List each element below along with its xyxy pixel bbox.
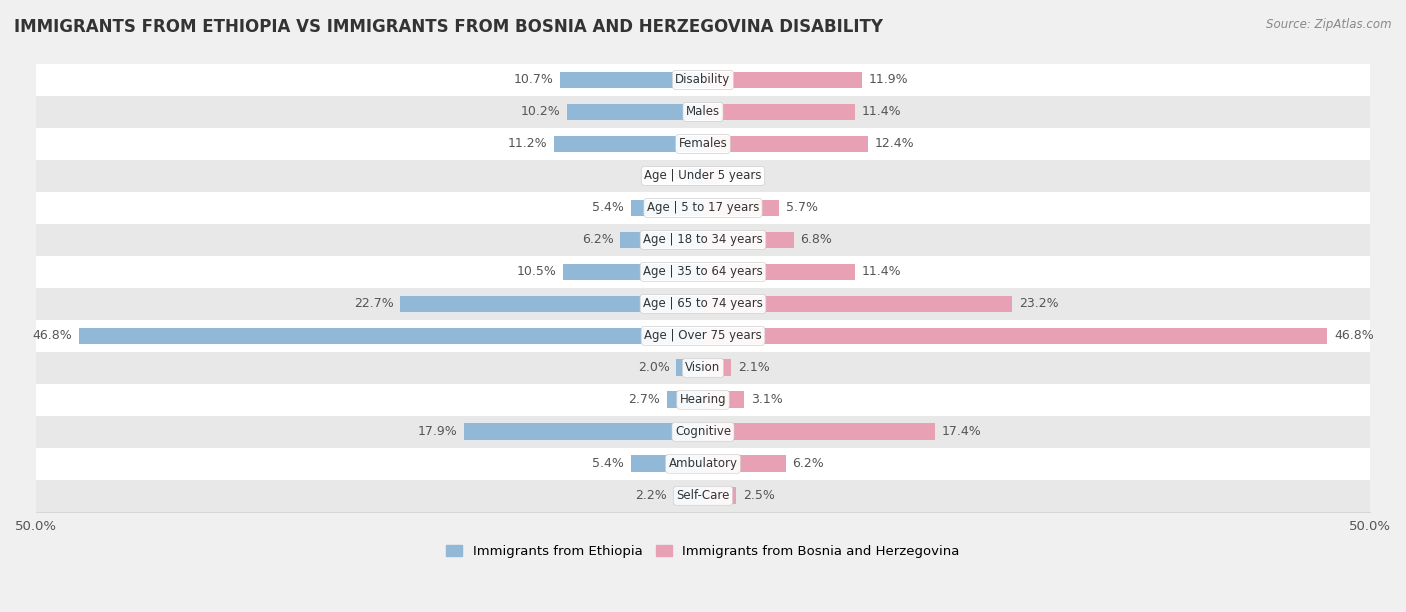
- Bar: [37, 480, 1369, 512]
- Bar: [631, 455, 703, 472]
- Bar: [37, 224, 1369, 256]
- Text: 22.7%: 22.7%: [354, 297, 394, 310]
- Text: 46.8%: 46.8%: [1334, 329, 1374, 342]
- Text: Disability: Disability: [675, 73, 731, 86]
- Bar: [703, 264, 855, 280]
- Text: 10.5%: 10.5%: [516, 266, 557, 278]
- Text: IMMIGRANTS FROM ETHIOPIA VS IMMIGRANTS FROM BOSNIA AND HERZEGOVINA DISABILITY: IMMIGRANTS FROM ETHIOPIA VS IMMIGRANTS F…: [14, 18, 883, 36]
- Bar: [560, 72, 703, 88]
- Text: 11.9%: 11.9%: [869, 73, 908, 86]
- Bar: [676, 359, 703, 376]
- Text: 2.2%: 2.2%: [636, 489, 666, 502]
- Bar: [37, 128, 1369, 160]
- Text: 6.2%: 6.2%: [793, 457, 824, 470]
- Bar: [703, 455, 786, 472]
- Bar: [37, 352, 1369, 384]
- Text: 2.1%: 2.1%: [738, 361, 769, 375]
- Bar: [567, 103, 703, 120]
- Bar: [37, 416, 1369, 448]
- Bar: [37, 64, 1369, 96]
- Bar: [689, 168, 703, 184]
- Bar: [703, 168, 720, 184]
- Bar: [703, 327, 1327, 344]
- Bar: [673, 487, 703, 504]
- Bar: [703, 136, 869, 152]
- Bar: [464, 424, 703, 440]
- Text: 11.4%: 11.4%: [862, 105, 901, 119]
- Text: Females: Females: [679, 138, 727, 151]
- Bar: [703, 359, 731, 376]
- Text: Males: Males: [686, 105, 720, 119]
- Text: 1.3%: 1.3%: [727, 170, 759, 182]
- Text: 5.7%: 5.7%: [786, 201, 818, 214]
- Bar: [37, 384, 1369, 416]
- Bar: [666, 392, 703, 408]
- Text: 2.5%: 2.5%: [742, 489, 775, 502]
- Text: 1.1%: 1.1%: [650, 170, 682, 182]
- Text: 5.4%: 5.4%: [592, 201, 624, 214]
- Bar: [37, 288, 1369, 320]
- Bar: [37, 448, 1369, 480]
- Text: 5.4%: 5.4%: [592, 457, 624, 470]
- Bar: [703, 296, 1012, 312]
- Text: Age | Under 5 years: Age | Under 5 years: [644, 170, 762, 182]
- Text: 6.2%: 6.2%: [582, 233, 613, 247]
- Text: Age | 65 to 74 years: Age | 65 to 74 years: [643, 297, 763, 310]
- Bar: [620, 231, 703, 248]
- Text: Age | 35 to 64 years: Age | 35 to 64 years: [643, 266, 763, 278]
- Text: Source: ZipAtlas.com: Source: ZipAtlas.com: [1267, 18, 1392, 31]
- Bar: [562, 264, 703, 280]
- Bar: [401, 296, 703, 312]
- Text: 10.2%: 10.2%: [520, 105, 560, 119]
- Text: Vision: Vision: [685, 361, 721, 375]
- Text: 46.8%: 46.8%: [32, 329, 72, 342]
- Bar: [703, 200, 779, 216]
- Bar: [37, 320, 1369, 352]
- Text: 12.4%: 12.4%: [875, 138, 915, 151]
- Bar: [703, 424, 935, 440]
- Bar: [703, 103, 855, 120]
- Text: Cognitive: Cognitive: [675, 425, 731, 438]
- Text: Self-Care: Self-Care: [676, 489, 730, 502]
- Text: 17.9%: 17.9%: [418, 425, 457, 438]
- Text: 10.7%: 10.7%: [513, 73, 554, 86]
- Bar: [37, 256, 1369, 288]
- Bar: [37, 96, 1369, 128]
- Text: Age | Over 75 years: Age | Over 75 years: [644, 329, 762, 342]
- Bar: [37, 160, 1369, 192]
- Text: Age | 5 to 17 years: Age | 5 to 17 years: [647, 201, 759, 214]
- Text: Age | 18 to 34 years: Age | 18 to 34 years: [643, 233, 763, 247]
- Bar: [703, 392, 744, 408]
- Text: 3.1%: 3.1%: [751, 394, 783, 406]
- Bar: [554, 136, 703, 152]
- Bar: [703, 487, 737, 504]
- Text: 2.7%: 2.7%: [628, 394, 661, 406]
- Bar: [703, 231, 794, 248]
- Text: 6.8%: 6.8%: [800, 233, 832, 247]
- Text: 11.2%: 11.2%: [508, 138, 547, 151]
- Text: 23.2%: 23.2%: [1019, 297, 1059, 310]
- Text: Hearing: Hearing: [679, 394, 727, 406]
- Bar: [703, 72, 862, 88]
- Text: 17.4%: 17.4%: [942, 425, 981, 438]
- Text: 11.4%: 11.4%: [862, 266, 901, 278]
- Bar: [37, 192, 1369, 224]
- Bar: [631, 200, 703, 216]
- Text: Ambulatory: Ambulatory: [668, 457, 738, 470]
- Bar: [79, 327, 703, 344]
- Legend: Immigrants from Ethiopia, Immigrants from Bosnia and Herzegovina: Immigrants from Ethiopia, Immigrants fro…: [441, 539, 965, 564]
- Text: 2.0%: 2.0%: [638, 361, 669, 375]
